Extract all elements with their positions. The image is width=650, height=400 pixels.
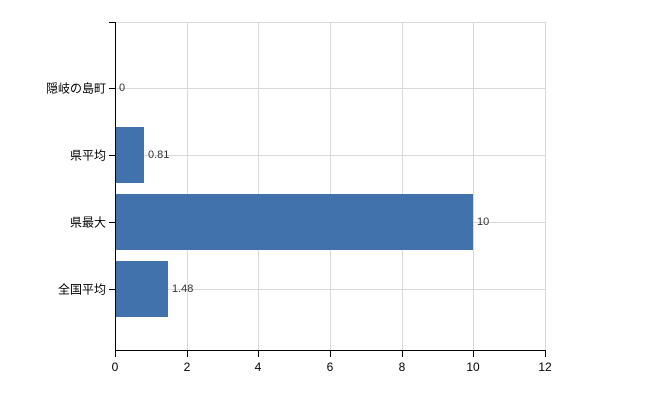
gridline-vertical [187,22,188,350]
x-axis-tick-label: 8 [398,360,406,374]
gridline-vertical [258,22,259,350]
gridline-horizontal [115,155,545,156]
value-label: 0.81 [148,149,170,161]
x-axis-tick [473,351,474,357]
y-axis-tick [109,222,115,223]
category-label: 隠岐の島町 [45,81,106,96]
y-axis-tick [109,88,115,89]
x-axis-tick-label: 12 [538,360,552,374]
x-axis-tick [545,351,546,357]
gridline-horizontal [115,88,545,89]
x-axis-tick-label: 2 [183,360,191,374]
gridline-vertical [402,22,403,350]
gridline-vertical [330,22,331,350]
value-label: 10 [477,216,490,228]
gridline-horizontal [115,289,545,290]
value-label: 0 [119,82,126,94]
x-axis-tick [187,351,188,357]
bar-1 [115,127,144,183]
bar-2 [115,194,473,250]
category-label: 県最大 [69,215,106,230]
gridline-vertical [545,22,546,350]
x-axis-tick-label: 6 [326,360,334,374]
x-axis-tick [402,351,403,357]
value-label: 1.48 [172,283,194,295]
y-axis-tick [109,155,115,156]
y-axis-tick [109,22,115,23]
gridline-vertical [473,22,474,350]
x-axis-line [115,350,546,351]
x-axis-tick [115,351,116,357]
x-axis-tick-label: 10 [466,360,480,374]
x-axis-tick-label: 0 [111,360,119,374]
y-axis-tick [109,289,115,290]
x-axis-tick [258,351,259,357]
x-axis-tick [330,351,331,357]
y-axis-line [115,22,116,350]
plot-area: 0 0.81 10 1.48 [115,22,546,350]
x-axis-tick-label: 4 [254,360,262,374]
category-label: 県平均 [69,148,106,163]
bar-3 [115,261,168,317]
category-label: 全国平均 [57,282,106,297]
